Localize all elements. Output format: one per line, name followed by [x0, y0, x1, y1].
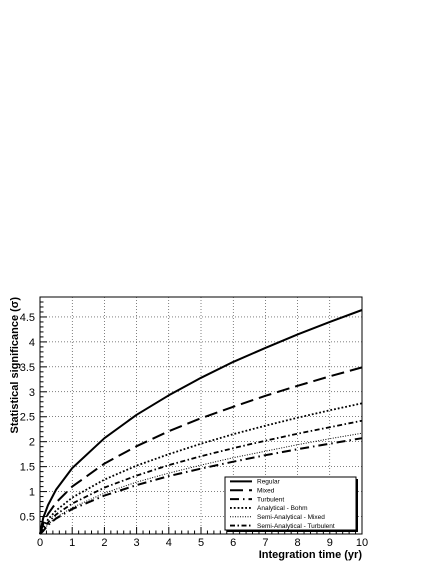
y-tick-label: 3.5 [20, 362, 35, 374]
legend-label: Regular [257, 479, 281, 486]
y-axis-title: Statistical significance (σ) [9, 297, 21, 434]
x-tick-label: 4 [166, 537, 172, 549]
legend-label: Analytical - Bohm [257, 505, 308, 512]
x-axis-title: Integration time (yr) [259, 549, 363, 561]
series-line [39, 366, 363, 535]
series-line [39, 309, 363, 535]
x-tick-label: 1 [69, 537, 75, 549]
y-tick-label: 2.5 [20, 412, 35, 424]
series-line [39, 437, 363, 535]
series-line [39, 432, 363, 535]
y-tick-label: 1.5 [20, 462, 35, 474]
y-tick-label: 1 [29, 487, 35, 499]
x-tick-label: 8 [295, 537, 301, 549]
legend-label: Turbulent [257, 496, 284, 503]
series-line [39, 419, 363, 535]
x-tick-label: 9 [327, 537, 333, 549]
axis-ticks: 0 1 2 3 4 5 6 7 8 9 10 0.5 1 1.5 2 2.5 3 3.5 4 4.5 [20, 301, 368, 549]
y-tick-label: 3 [29, 387, 35, 399]
y-tick-label: 4.5 [20, 312, 35, 324]
x-tick-label: 10 [356, 537, 368, 549]
y-tick-label: 0.5 [20, 512, 35, 524]
y-tick-label: 2 [29, 437, 35, 449]
x-tick-label: 0 [37, 537, 43, 549]
series-group [39, 309, 363, 535]
legend-label: Semi-Analytical - Turbulent [257, 523, 335, 530]
legend-label: Mixed [257, 488, 275, 495]
x-tick-label: 2 [101, 537, 107, 549]
x-tick-label: 7 [262, 537, 268, 549]
legend-label: Semi-Analytical - Mixed [257, 514, 325, 521]
series-line [39, 402, 363, 535]
x-tick-label: 5 [198, 537, 204, 549]
x-tick-label: 6 [230, 537, 236, 549]
y-tick-label: 4 [29, 337, 35, 349]
grid [40, 297, 362, 534]
x-tick-label: 3 [134, 537, 140, 549]
legend-box [224, 476, 357, 531]
